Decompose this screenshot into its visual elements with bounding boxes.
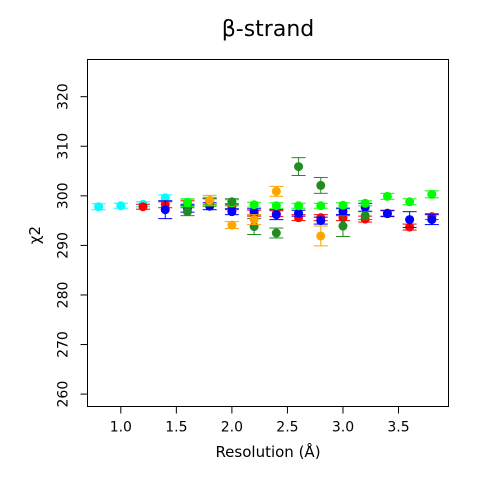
data-point [249,207,259,217]
data-point [182,198,192,208]
data-point [316,216,326,226]
data-point [271,186,281,196]
y-tick-label: 310 [56,133,72,160]
data-point [405,197,415,207]
y-tick-label: 270 [56,331,72,358]
x-tick-label: 2.5 [276,420,298,436]
data-point [360,198,370,208]
data-point [249,215,259,225]
plot-frame [87,59,449,407]
data-point [271,210,281,220]
data-marks [91,157,439,247]
data-point [338,207,348,217]
x-axis-label: Resolution (Å) [215,442,320,461]
x-tick-label: 1.5 [165,420,187,436]
data-point [382,209,392,219]
y-axis-label: χ2 [26,226,44,244]
data-point [271,228,281,238]
y-tick-label: 260 [56,381,72,408]
data-point [227,197,237,207]
data-point [338,221,348,231]
data-point [249,200,259,210]
data-point [427,215,437,225]
data-point [427,189,437,199]
data-point [182,207,192,217]
y-tick-label: 290 [56,232,72,259]
y-tick-label: 280 [56,282,72,309]
x-axis: 1.0 1.5 2.0 2.5 3.0 3.5 [110,406,410,436]
data-point [205,195,215,205]
data-point [360,211,370,221]
data-point [294,201,304,211]
y-axis: 260 270 280 290 300 310 320 [56,83,88,407]
chart-title: β-strand [222,17,315,42]
data-point [382,191,392,201]
data-point [294,162,304,172]
x-tick-label: 2.0 [221,420,243,436]
y-tick-label: 320 [56,83,72,110]
data-point [316,180,326,190]
x-tick-label: 1.0 [110,420,132,436]
data-point [138,202,148,212]
data-point [160,205,170,215]
data-point [338,200,348,210]
data-point [294,208,304,218]
data-point [405,215,415,225]
data-point [116,201,126,211]
x-tick-label: 3.5 [387,420,409,436]
data-point [316,231,326,241]
x-tick-label: 3.0 [332,420,354,436]
data-point [316,201,326,211]
data-point [94,202,104,212]
data-point [271,201,281,211]
data-point [227,207,237,217]
data-point [227,220,237,230]
data-point [160,193,170,203]
y-tick-label: 300 [56,182,72,209]
